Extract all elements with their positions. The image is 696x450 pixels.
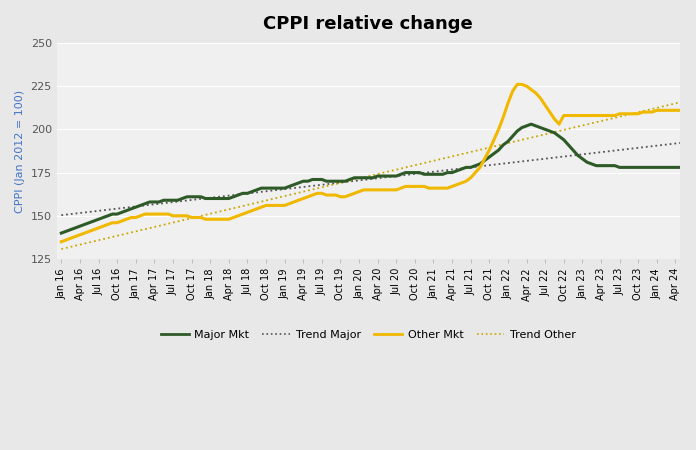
Title: CPPI relative change: CPPI relative change (264, 15, 473, 33)
Y-axis label: CPPI (Jan 2012 = 100): CPPI (Jan 2012 = 100) (15, 90, 25, 212)
Legend: Major Mkt, Trend Major, Other Mkt, Trend Other: Major Mkt, Trend Major, Other Mkt, Trend… (157, 325, 580, 344)
